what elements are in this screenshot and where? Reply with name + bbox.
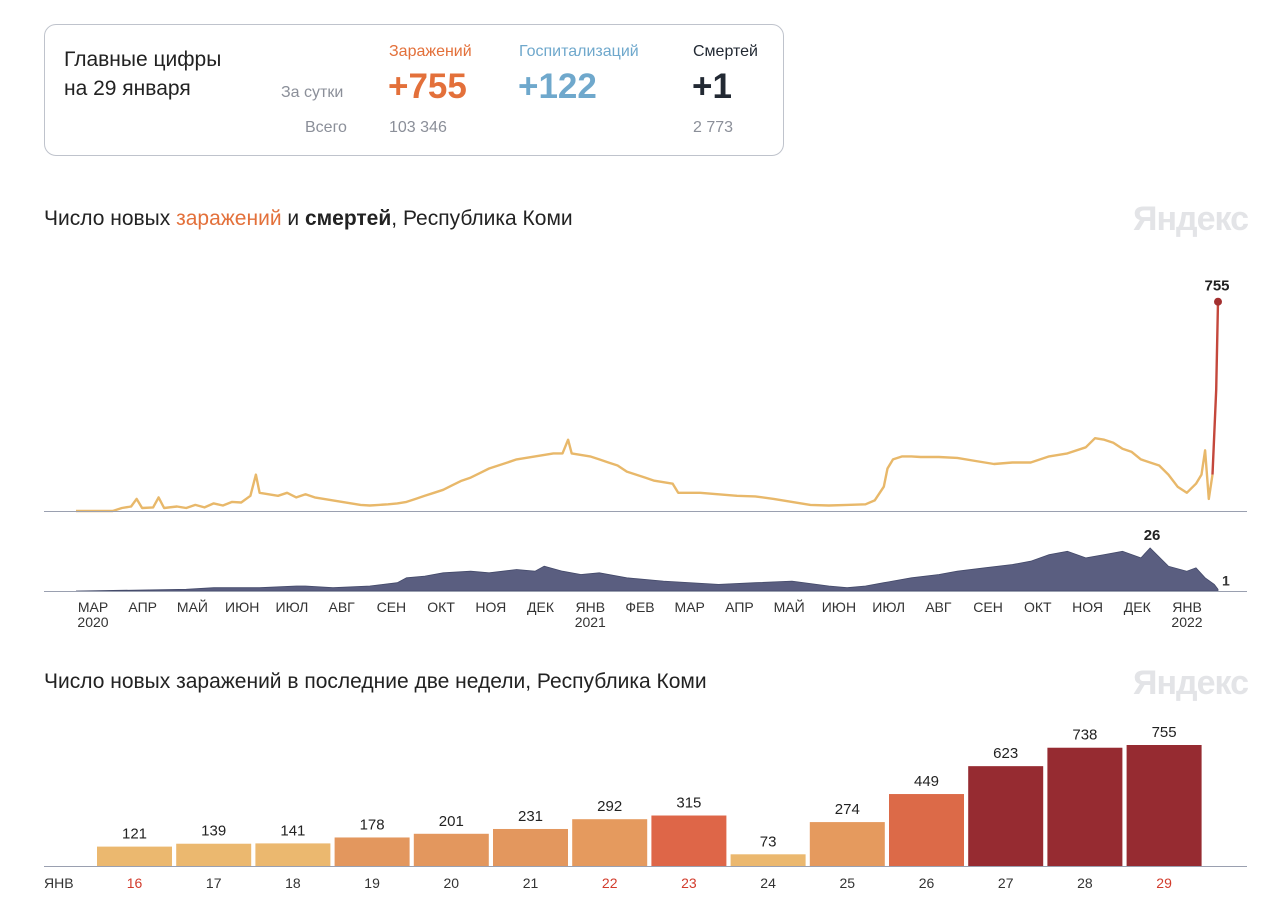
bars-chart-title: Число новых заражений в последние две не… bbox=[44, 670, 707, 693]
infections-daily: +755 bbox=[388, 67, 467, 106]
bar-value-label: 755 bbox=[1152, 724, 1177, 741]
month-label: ФЕВ bbox=[625, 599, 654, 615]
month-label: ЯНВ bbox=[1172, 599, 1202, 615]
bar bbox=[255, 843, 331, 866]
infections-last-label: 755 bbox=[1204, 278, 1229, 295]
month-label: ИЮН bbox=[822, 599, 856, 615]
bar-value-label: 73 bbox=[760, 833, 777, 850]
month-axis-label: ЯНВ bbox=[44, 875, 74, 891]
deaths-last-label: 1 bbox=[1222, 572, 1230, 588]
bar-value-label: 231 bbox=[518, 808, 543, 825]
day-tick-label: 17 bbox=[206, 875, 222, 891]
month-label: МАЙ bbox=[177, 598, 208, 615]
day-tick-label: 25 bbox=[840, 875, 856, 891]
deaths-total: 2 773 bbox=[693, 119, 734, 136]
bar bbox=[413, 833, 489, 866]
bar-value-label: 274 bbox=[835, 801, 860, 818]
month-label: ОКТ bbox=[1024, 599, 1052, 615]
year-label: 2022 bbox=[1171, 614, 1202, 630]
month-label: ДЕК bbox=[1124, 599, 1152, 615]
yandex-watermark: Яндекс bbox=[1133, 200, 1249, 238]
yandex-watermark-2: Яндекс bbox=[1133, 664, 1249, 702]
bar bbox=[968, 766, 1044, 866]
day-tick-label: 27 bbox=[998, 875, 1014, 891]
bar-value-label: 141 bbox=[280, 822, 305, 839]
infections-line bbox=[76, 437, 1214, 513]
month-label: ОКТ bbox=[427, 599, 455, 615]
month-label: АВГ bbox=[925, 599, 952, 615]
bar bbox=[1126, 745, 1202, 866]
day-tick-label: 23 bbox=[681, 875, 697, 891]
bar-value-label: 121 bbox=[122, 826, 147, 843]
bar bbox=[1047, 747, 1123, 866]
day-tick-label: 18 bbox=[285, 875, 301, 891]
infections-total: 103 346 bbox=[389, 119, 447, 136]
month-label: СЕН bbox=[973, 599, 1003, 615]
bar bbox=[889, 794, 964, 866]
month-label: АПР bbox=[128, 599, 157, 615]
infections-last-point bbox=[1214, 297, 1222, 306]
infections-line-peak bbox=[1211, 301, 1220, 475]
month-label: ЯНВ bbox=[575, 599, 605, 615]
timeline-chart-title: Число новых заражений и смертей, Республ… bbox=[44, 207, 573, 230]
deaths-label: Смертей bbox=[693, 43, 758, 60]
day-tick-label: 16 bbox=[127, 875, 143, 891]
bar bbox=[176, 843, 252, 866]
deaths-daily: +1 bbox=[692, 67, 732, 106]
hospitalizations-daily: +122 bbox=[518, 67, 597, 106]
month-label: ДЕК bbox=[527, 599, 555, 615]
day-tick-label: 29 bbox=[1156, 875, 1172, 891]
hospitalizations-label: Госпитализаций bbox=[519, 43, 639, 60]
bar-value-label: 449 bbox=[914, 773, 939, 790]
day-tick-label: 20 bbox=[444, 875, 460, 891]
month-label: СЕН bbox=[377, 599, 407, 615]
month-label: МАР bbox=[675, 599, 705, 615]
bar bbox=[493, 828, 568, 866]
bar-value-label: 738 bbox=[1072, 727, 1097, 744]
month-label: НОЯ bbox=[475, 599, 506, 615]
bar-value-label: 623 bbox=[993, 745, 1018, 762]
day-tick-label: 26 bbox=[919, 875, 935, 891]
day-tick-label: 22 bbox=[602, 875, 618, 891]
month-label: ИЮЛ bbox=[872, 599, 905, 615]
bar-value-label: 139 bbox=[201, 823, 226, 840]
day-tick-label: 19 bbox=[364, 875, 380, 891]
bar-value-label: 315 bbox=[676, 795, 701, 812]
deaths-peak-label: 26 bbox=[1144, 527, 1161, 544]
summary-card: Главные цифры на 29 января За сутки Всег… bbox=[44, 24, 784, 156]
month-label: ИЮЛ bbox=[276, 599, 309, 615]
bar bbox=[572, 819, 648, 866]
bar bbox=[334, 837, 410, 866]
month-label: НОЯ bbox=[1072, 599, 1103, 615]
day-tick-label: 21 bbox=[523, 875, 539, 891]
infections-label: Заражений bbox=[389, 43, 472, 60]
day-tick-label: 24 bbox=[760, 875, 776, 891]
day-tick-label: 28 bbox=[1077, 875, 1093, 891]
year-label: 2021 bbox=[575, 614, 606, 630]
bar-value-label: 292 bbox=[597, 798, 622, 815]
bar-value-label: 201 bbox=[439, 813, 464, 830]
summary-title: Главные цифры на 29 января bbox=[64, 48, 222, 100]
bar bbox=[97, 846, 172, 866]
bar-value-label: 178 bbox=[360, 816, 385, 833]
month-label: АПР bbox=[725, 599, 754, 615]
deaths-area bbox=[75, 547, 1219, 592]
bar bbox=[730, 854, 806, 866]
bar bbox=[651, 815, 727, 866]
row-total-label: Всего bbox=[305, 119, 347, 136]
month-label: АВГ bbox=[329, 599, 356, 615]
month-label: МАР bbox=[78, 599, 108, 615]
month-label: МАЙ bbox=[774, 598, 805, 615]
year-label: 2020 bbox=[77, 614, 108, 630]
bar bbox=[809, 822, 885, 866]
row-daily-label: За сутки bbox=[281, 84, 344, 101]
month-label: ИЮН bbox=[225, 599, 259, 615]
